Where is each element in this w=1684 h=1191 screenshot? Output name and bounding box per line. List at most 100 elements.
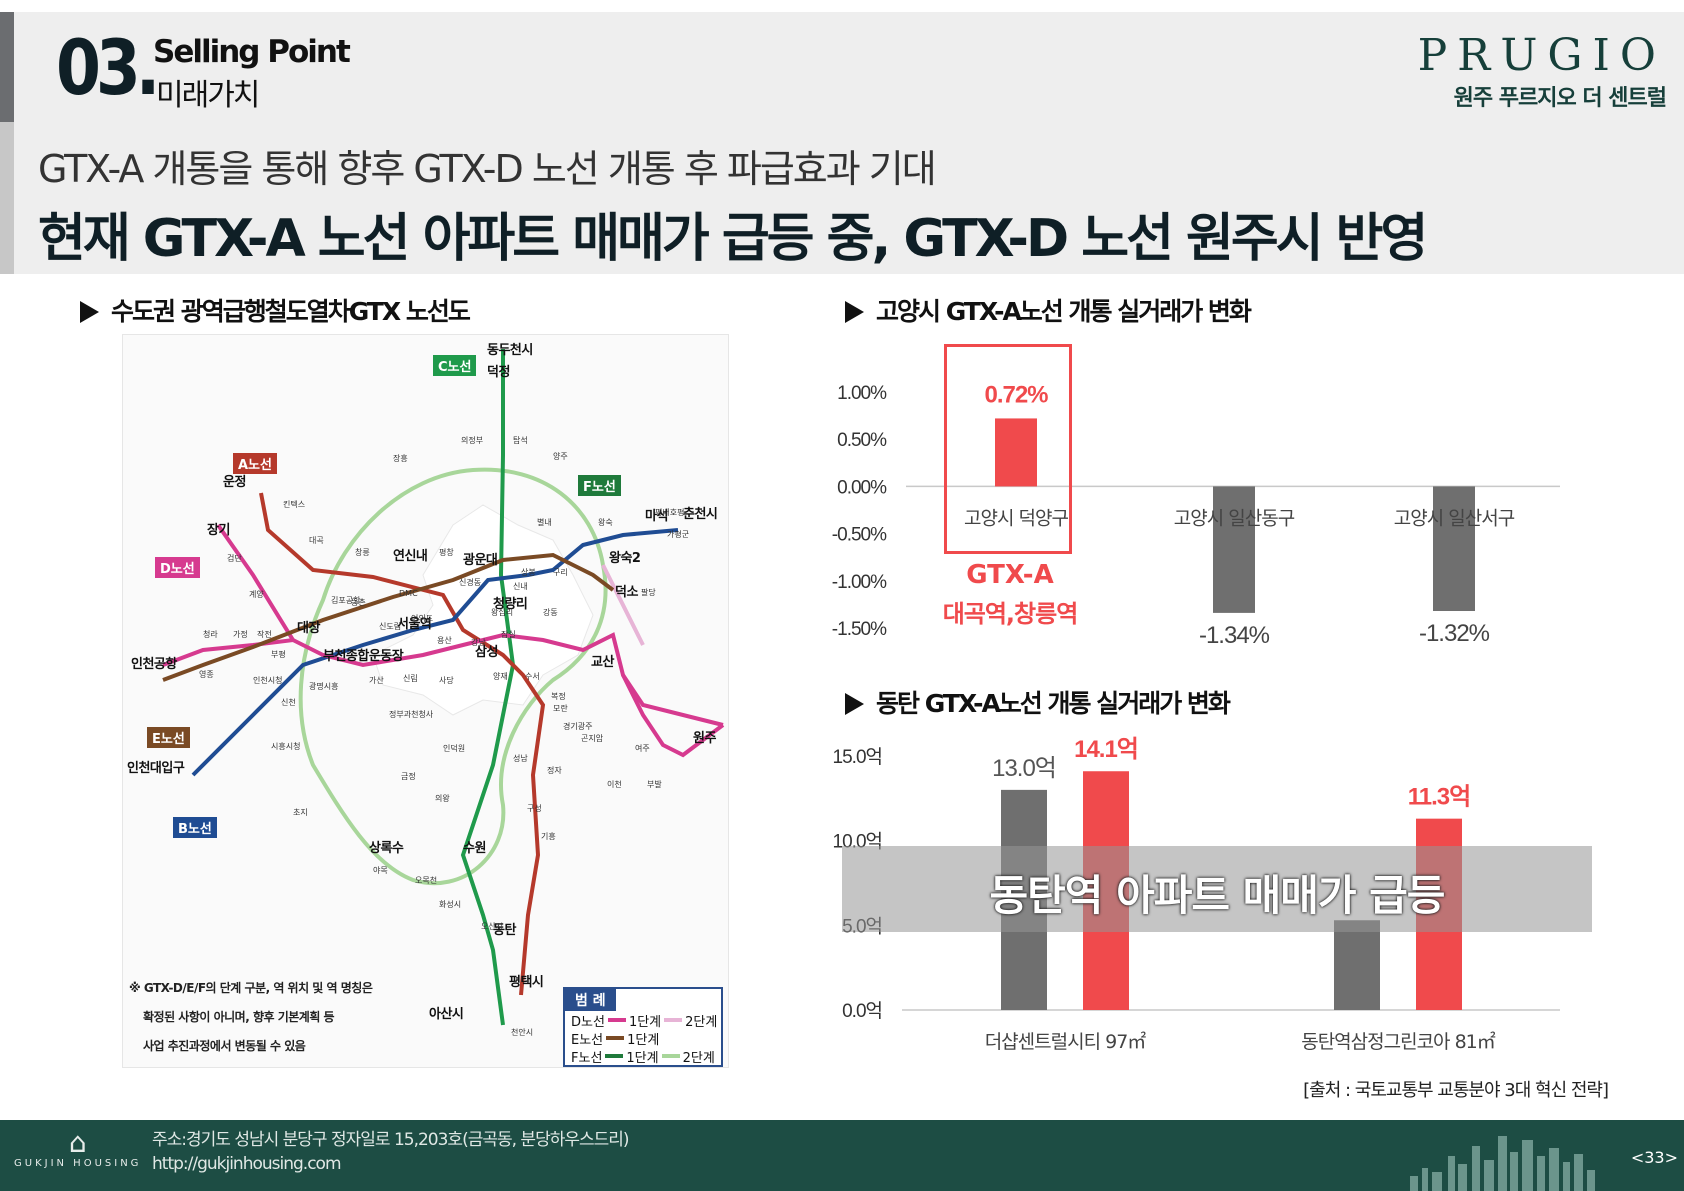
station-label: 부평 — [271, 650, 286, 659]
skyline-graphic — [1410, 1136, 1595, 1191]
data-label: 13.0억 — [992, 755, 1056, 782]
page-number: <33> — [1630, 1148, 1678, 1167]
station-label: 인천시청 — [253, 676, 283, 685]
y-tick-label: 0.00% — [837, 477, 887, 498]
station-label: 정부과천청사 — [389, 710, 434, 719]
station-label: 신내 — [513, 582, 528, 591]
highlight-stations-label: 대곡역,창릉역 — [942, 600, 1079, 628]
brand-project-name: 원주 푸르지오 더 센트럴 — [1453, 86, 1667, 111]
station-label: 부천종합운동장 — [323, 649, 404, 664]
highlight-box — [944, 344, 1072, 554]
station-label: 청량리 — [493, 597, 528, 612]
station-label: 동탄 — [493, 923, 516, 938]
dongtan-section-title: 동탄 GTX-A노선 개통 실거래가 변화 — [845, 684, 1231, 720]
map-section-title: 수도권 광역급행철도열차GTX 노선도 — [80, 292, 471, 328]
station-label: 이천 — [607, 780, 622, 789]
station-label: 광명시흥 — [309, 682, 339, 691]
station-label: 여의도 — [411, 614, 434, 623]
station-label: 시흥시청 — [271, 742, 301, 751]
page-subtitle: GTX-A 개통을 통해 향후 GTX-D 노선 개통 후 파급효과 기대 — [38, 147, 937, 191]
station-label: 인천대입구 — [127, 761, 185, 776]
station-label: 왕숙2 — [609, 551, 641, 566]
line-c-path — [460, 349, 516, 1026]
station-label: 잠실 — [501, 630, 516, 639]
legend-stage2: 2단계 — [682, 1051, 715, 1066]
y-tick-label: 15.0억 — [833, 746, 882, 768]
category-label: 동탄역삼정그린코아 81㎡ — [1301, 1030, 1496, 1053]
station-label: 화성시 — [439, 900, 462, 909]
legend-stage1: 1단계 — [626, 1051, 659, 1066]
data-label: -1.34% — [1199, 622, 1270, 649]
station-label: 김포공항 — [331, 596, 361, 605]
line-c-badge: C노선 — [433, 355, 477, 376]
station-label: 평창 — [439, 548, 454, 557]
company-logo-text: GUKJIN HOUSING — [14, 1158, 142, 1169]
station-label: 계양 — [249, 590, 264, 599]
station-label: 양재 — [493, 672, 508, 681]
station-label: 성남 — [513, 754, 528, 763]
y-tick-label: -1.00% — [832, 572, 887, 593]
line-d-east-path — [621, 674, 725, 758]
bar — [1433, 486, 1475, 612]
footer-url[interactable]: http://gukjinhousing.com — [152, 1154, 342, 1174]
station-label: 천안시 — [511, 1028, 534, 1037]
legend-line-name: F노선 — [571, 1051, 603, 1066]
y-tick-label: -0.50% — [832, 525, 887, 546]
station-label: 수서 — [525, 672, 540, 681]
legend-row: D노선 1단계 2단계 — [571, 1011, 717, 1030]
header-band — [0, 12, 1684, 274]
station-label: 작전 — [257, 630, 272, 639]
legend-line-name: E노선 — [571, 1033, 604, 1048]
map-note: ※ GTX-D/E/F의 단계 구분, 역 위치 및 역 명칭은 확정된 사항이… — [129, 974, 373, 1061]
line-b-badge: B노선 — [173, 817, 217, 838]
map-note-line: 확정된 사항이 아니며, 향후 기본계획 등 — [143, 1010, 335, 1024]
station-label: 부발 — [647, 780, 662, 789]
station-label: 상봉 — [521, 568, 536, 577]
station-label: 의정부 — [461, 436, 484, 445]
station-label: 장흥 — [393, 454, 408, 463]
station-label: 수원 — [463, 841, 486, 856]
goyang-price-chart: 1.00% 0.50% 0.00% -0.50% -1.00% -1.50% 0.72% 고양… — [832, 381, 1560, 649]
y-tick-label: 1.00% — [837, 383, 887, 404]
station-label: 신경동 — [459, 578, 482, 587]
station-label: 가정 — [233, 630, 248, 639]
station-label: 원주 — [693, 731, 716, 746]
footer-bar: ⌂ GUKJIN HOUSING 주소:경기도 성남시 분당구 정자일로 15,… — [0, 1120, 1684, 1191]
station-label: 신도림 — [379, 622, 402, 631]
footer-address: 주소:경기도 성남시 분당구 정자일로 15,203호(금곡동, 분당하우스드리… — [152, 1130, 630, 1150]
route-map-svg — [162, 349, 725, 1026]
station-label: 장기 — [207, 523, 230, 538]
brand-logo: PRUGIO — [1417, 30, 1666, 81]
legend-stage1: 1단계 — [628, 1015, 662, 1030]
category-label: 고양시 덕양구 — [964, 507, 1068, 529]
station-label: 영종 — [199, 670, 214, 679]
y-tick-label: 0.50% — [837, 430, 887, 451]
line-d-branch-path — [216, 523, 295, 642]
bar — [995, 418, 1037, 487]
station-label: 인덕원 — [443, 744, 466, 753]
station-label: 킨텍스 — [283, 500, 306, 509]
line-a-path — [259, 492, 546, 996]
legend-stage2: 2단계 — [685, 1015, 718, 1030]
station-label: 신천 — [281, 698, 296, 707]
station-label: 정자 — [547, 766, 562, 775]
line-e-badge: E노선 — [147, 727, 190, 748]
station-label: 구성 — [527, 804, 542, 813]
category-label: 고양시 일산동구 — [1174, 507, 1295, 529]
station-label: 평택시 — [509, 975, 544, 990]
station-label: 사당 — [439, 676, 454, 685]
data-label: 14.1억 — [1074, 736, 1138, 763]
station-label: 초지 — [293, 808, 308, 817]
station-label: 가산 — [369, 676, 384, 685]
station-label: 연신내 — [393, 549, 428, 564]
line-d-path — [162, 632, 724, 727]
station-label: 삼성 — [475, 645, 498, 660]
station-label: 교산 — [591, 655, 614, 670]
page-headline: 현재 GTX-A 노선 아파트 매매가 급등 중, GTX-D 노선 원주시 반… — [38, 209, 1428, 269]
station-label: 서울역 — [397, 617, 432, 632]
station-label: 구리 — [553, 568, 568, 577]
line-f-path — [298, 467, 608, 886]
goyang-title-text: 고양시 GTX-A노선 개통 실거래가 변화 — [876, 297, 1252, 326]
gtx-route-map: C노선 A노선 F노선 D노선 E노선 B노선 동두천시 덕정 운정 장기 연신내 광운대… — [122, 334, 729, 1068]
highlight-line-label: GTX-A — [966, 560, 1054, 590]
